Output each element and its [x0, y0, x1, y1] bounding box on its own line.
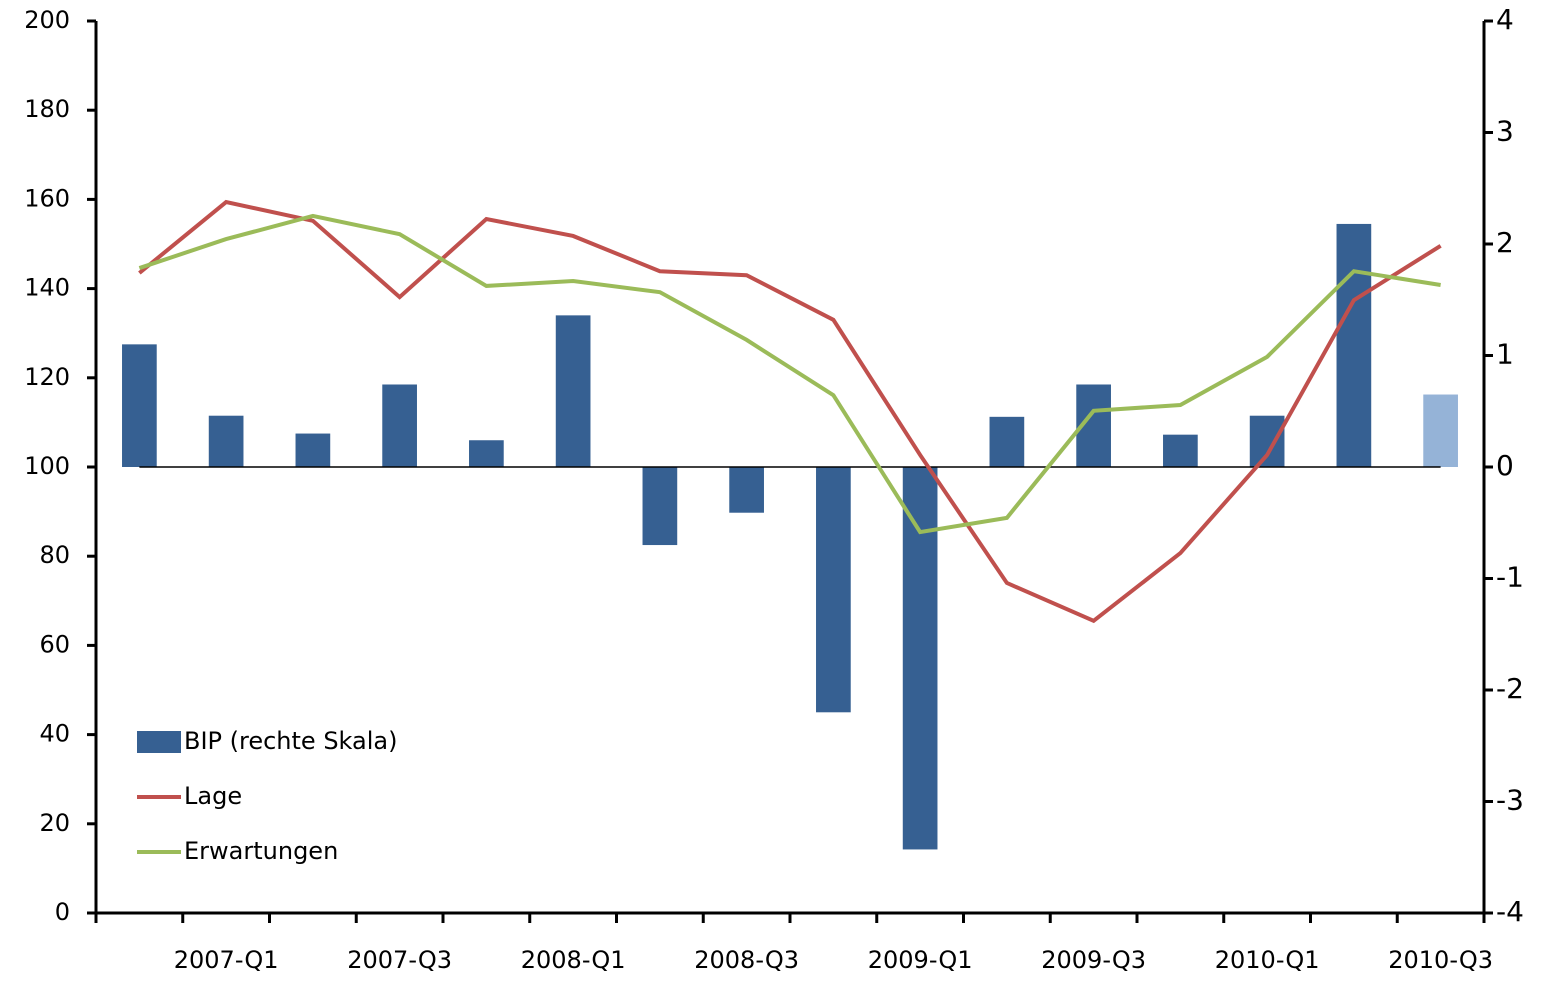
- bar: [1249, 415, 1285, 467]
- y2-tick-label: 0: [1496, 449, 1514, 482]
- y-tick-label: 180: [24, 95, 70, 123]
- y-tick-label: 120: [24, 363, 70, 391]
- legend-label: Lage: [184, 782, 242, 810]
- legend-swatch: [137, 731, 181, 753]
- x-tick-label: 2008-Q3: [694, 946, 799, 974]
- bar: [1163, 434, 1198, 467]
- legend-label: Erwartungen: [184, 837, 338, 865]
- x-tick-label: 2010-Q3: [1388, 946, 1493, 974]
- bar: [902, 467, 938, 850]
- y-tick-label: 0: [55, 898, 70, 926]
- bar: [469, 440, 504, 467]
- bar: [989, 416, 1025, 467]
- bar: [295, 433, 331, 467]
- bar: [816, 467, 851, 713]
- x-tick-label: 2009-Q1: [868, 946, 973, 974]
- y2-tick-label: -1: [1496, 561, 1524, 594]
- y2-tick-label: 3: [1496, 115, 1514, 148]
- y-tick-label: 100: [24, 452, 70, 480]
- y2-tick-label: -4: [1496, 895, 1524, 928]
- y2-tick-label: 1: [1496, 338, 1514, 371]
- y2-tick-label: 2: [1496, 226, 1514, 259]
- x-tick-label: 2008-Q1: [521, 946, 626, 974]
- y-tick-label: 20: [39, 809, 70, 837]
- bar: [555, 315, 591, 467]
- bar: [642, 467, 678, 546]
- x-tick-label: 2010-Q1: [1215, 946, 1320, 974]
- bar: [382, 384, 417, 467]
- y2-tick-label: 4: [1496, 3, 1514, 36]
- bar: [729, 467, 764, 513]
- y-tick-label: 160: [24, 184, 70, 212]
- y-tick-label: 140: [24, 274, 70, 302]
- y-tick-label: 80: [39, 541, 70, 569]
- bar: [1423, 394, 1458, 467]
- bar: [122, 344, 157, 467]
- y-tick-label: 200: [24, 6, 70, 34]
- x-tick-label: 2007-Q3: [347, 946, 452, 974]
- line: [138, 213, 1441, 535]
- x-tick-label: 2009-Q3: [1041, 946, 1146, 974]
- y2-tick-label: -2: [1496, 672, 1524, 705]
- legend-label: BIP (rechte Skala): [184, 727, 397, 755]
- line: [138, 199, 1442, 624]
- y-tick-label: 40: [39, 720, 70, 748]
- x-tick-label: 2007-Q1: [174, 946, 279, 974]
- y-tick-label: 60: [39, 630, 70, 658]
- bar: [1336, 223, 1372, 467]
- y2-tick-label: -3: [1496, 784, 1524, 817]
- bar: [208, 415, 244, 467]
